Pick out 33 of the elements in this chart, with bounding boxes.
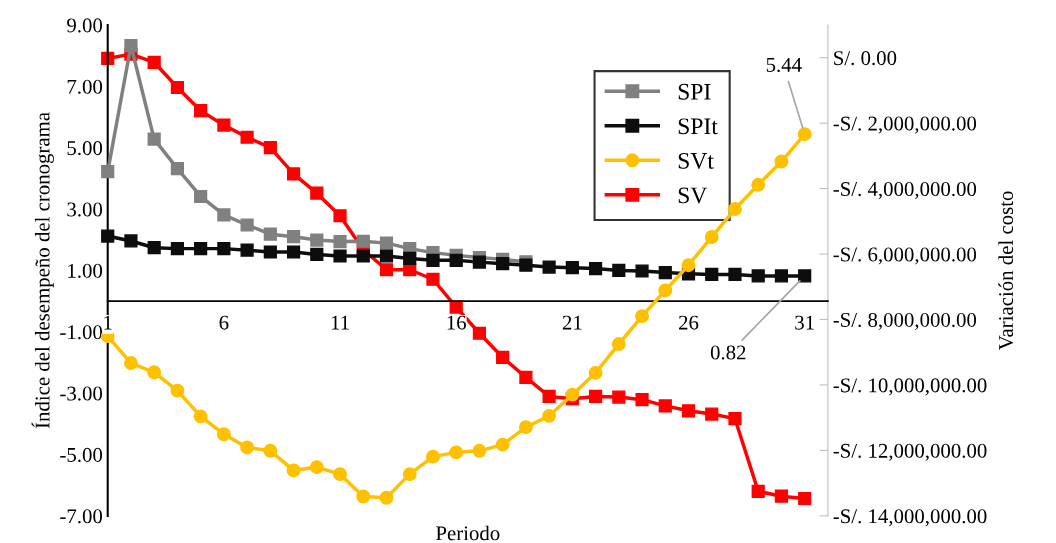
x-tick-label: 31 xyxy=(795,315,814,330)
x-tick-label: 26 xyxy=(679,315,699,330)
y2-tick-label: S/. 0.00 xyxy=(834,51,897,66)
y-tick-label: 5.00 xyxy=(67,141,103,156)
data-label: 0.82 xyxy=(710,345,746,360)
y2-axis-title: Variación del costo xyxy=(998,191,1014,351)
legend-label: SV xyxy=(678,187,708,204)
y-tick-label: 7.00 xyxy=(67,79,103,94)
y-tick-label: -3.00 xyxy=(60,386,103,401)
x-axis-title: Periodo xyxy=(436,525,500,541)
y-tick-label: 9.00 xyxy=(67,18,103,33)
data-label: 5.44 xyxy=(766,57,802,72)
y2-tick-label: -S/. 8,000,000.00 xyxy=(833,312,977,330)
x-tick-label: 16 xyxy=(447,315,466,330)
x-tick-label: 6 xyxy=(219,315,229,330)
x-tick-label: 1 xyxy=(104,315,112,330)
y2-tick-label: -S/. 12,000,000.00 xyxy=(833,443,987,461)
legend-label: SVt xyxy=(678,152,714,169)
y2-tick-label: -S/. 4,000,000.00 xyxy=(833,181,977,200)
x-tick-label: 11 xyxy=(331,315,349,330)
legend-label: SPIt xyxy=(678,118,718,135)
y2-tick-label: -S/. 14,000,000.00 xyxy=(833,509,987,527)
y2-tick-label: -S/. 10,000,000.00 xyxy=(833,378,987,396)
y-tick-label: -7.00 xyxy=(60,509,103,524)
x-tick-label: 21 xyxy=(562,315,582,330)
legend-label: SPI xyxy=(678,83,711,100)
y-tick-label: -5.00 xyxy=(60,447,103,463)
y2-tick-label: -S/. 2,000,000.00 xyxy=(833,116,977,134)
y-tick-label: 3.00 xyxy=(67,202,103,217)
y-tick-label: -1.00 xyxy=(60,325,103,340)
y-axis-title: Índice del desempeño del cronograma xyxy=(31,112,54,429)
y2-tick-label: -S/. 6,000,000.00 xyxy=(833,247,977,265)
y-tick-label: 1.00 xyxy=(68,263,103,278)
